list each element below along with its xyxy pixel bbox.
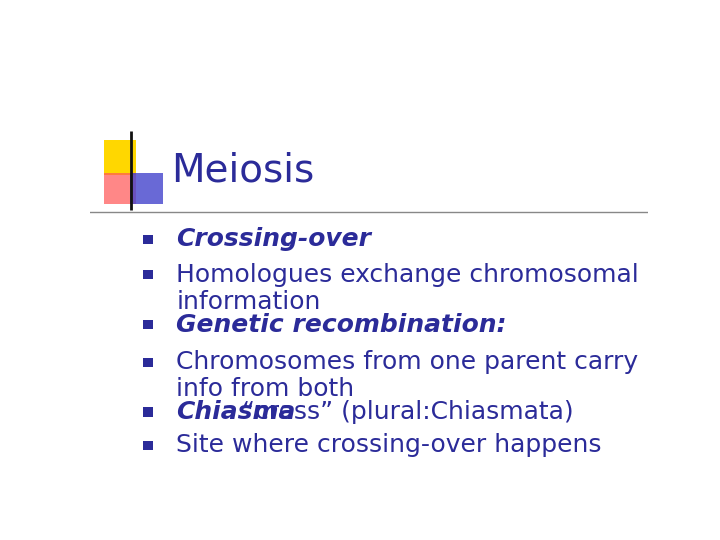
Text: info from both: info from both [176,377,355,401]
Bar [143,407,153,416]
Text: information: information [176,290,321,314]
Text: Meiosis: Meiosis [171,152,314,190]
Text: “cross” (plural:Chiasmata): “cross” (plural:Chiasmata) [234,400,574,424]
Bar [143,320,153,329]
Bar [143,357,153,367]
Text: Chiasma: Chiasma [176,400,296,424]
Bar [104,173,136,204]
Text: Homologues exchange chromosomal: Homologues exchange chromosomal [176,263,639,287]
Bar [143,235,153,244]
Text: Crossing-over: Crossing-over [176,227,372,252]
Text: :: : [284,227,292,252]
Text: Site where crossing-over happens: Site where crossing-over happens [176,433,602,457]
Text: Chromosomes from one parent carry: Chromosomes from one parent carry [176,350,639,374]
Bar [104,140,136,175]
Bar [130,173,163,204]
Text: Genetic recombination:: Genetic recombination: [176,313,507,336]
Bar [143,441,153,450]
Bar [143,270,153,279]
